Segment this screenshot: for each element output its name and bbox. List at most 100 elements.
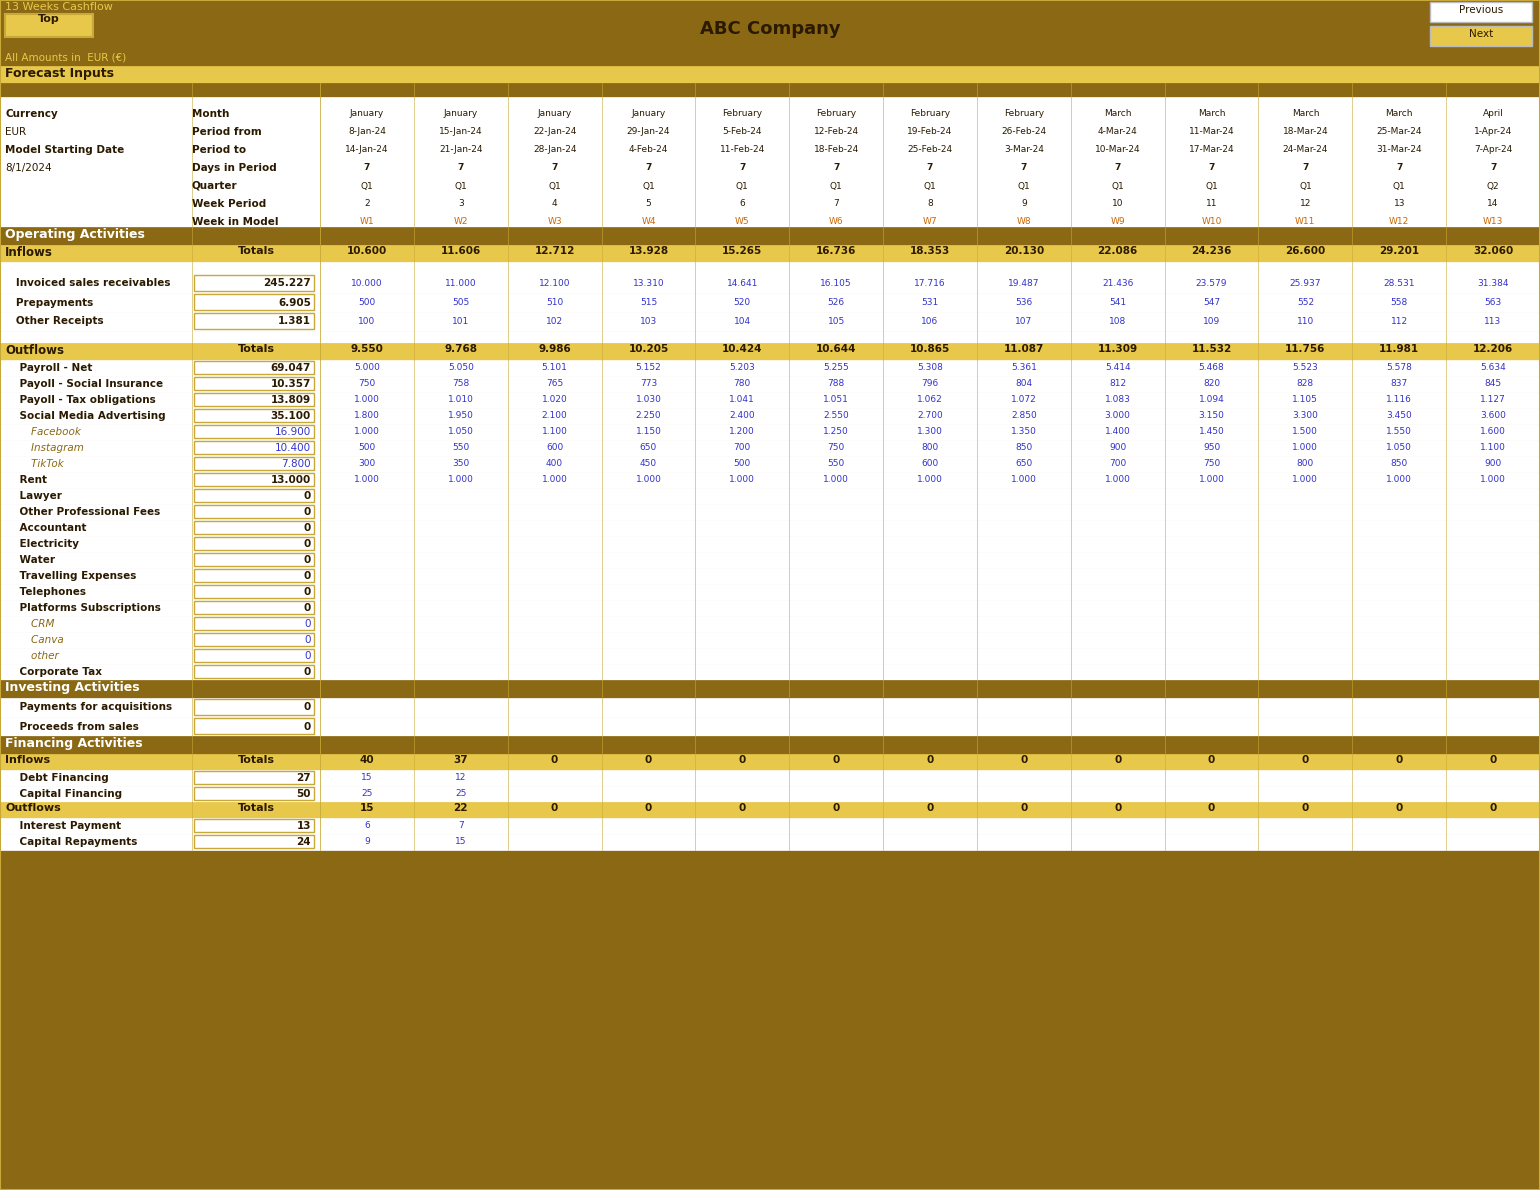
Text: 0: 0 <box>739 754 745 765</box>
Text: 11.000: 11.000 <box>445 278 476 288</box>
Bar <box>194 441 314 455</box>
Text: 5.152: 5.152 <box>636 363 661 372</box>
Text: Q1: Q1 <box>1206 182 1218 190</box>
Text: 9.550: 9.550 <box>351 344 383 353</box>
Text: February: February <box>816 109 856 119</box>
Text: March: March <box>1198 109 1226 119</box>
Bar <box>0 834 1540 850</box>
Text: 1.000: 1.000 <box>916 476 942 484</box>
Bar <box>194 521 314 534</box>
Text: Next: Next <box>1469 29 1494 39</box>
Text: Outflows: Outflows <box>5 344 65 357</box>
Text: 32.060: 32.060 <box>1472 246 1514 256</box>
Text: 510: 510 <box>547 298 564 307</box>
Text: 1.062: 1.062 <box>918 395 942 405</box>
Bar <box>194 665 314 678</box>
Text: 31-Mar-24: 31-Mar-24 <box>1377 145 1421 155</box>
Text: 5.308: 5.308 <box>916 363 942 372</box>
Text: 13 Weeks Cashflow: 13 Weeks Cashflow <box>5 2 112 12</box>
Text: 804: 804 <box>1015 380 1032 388</box>
Text: January: January <box>537 109 571 119</box>
Text: 0: 0 <box>303 522 311 533</box>
Bar <box>0 392 1540 408</box>
Bar <box>194 553 314 566</box>
Text: 541: 541 <box>1109 298 1126 307</box>
Text: 812: 812 <box>1109 380 1126 388</box>
Text: March: March <box>1292 109 1320 119</box>
Text: Q2: Q2 <box>1486 182 1500 190</box>
Text: 1-Apr-24: 1-Apr-24 <box>1474 127 1512 137</box>
Text: 104: 104 <box>733 317 752 326</box>
Text: 5.468: 5.468 <box>1198 363 1224 372</box>
Text: 1.600: 1.600 <box>1480 427 1506 437</box>
Text: 5: 5 <box>645 200 651 208</box>
Text: 9.768: 9.768 <box>444 344 477 353</box>
Bar <box>0 472 1540 488</box>
Text: 4-Feb-24: 4-Feb-24 <box>628 145 668 155</box>
Text: 0: 0 <box>1207 803 1215 813</box>
Text: 21.436: 21.436 <box>1103 278 1133 288</box>
Text: W13: W13 <box>1483 218 1503 226</box>
Text: 24: 24 <box>296 837 311 847</box>
Text: 0: 0 <box>1301 754 1309 765</box>
Text: Debt Financing: Debt Financing <box>5 774 109 783</box>
Text: 5.578: 5.578 <box>1386 363 1412 372</box>
Bar <box>0 505 1540 520</box>
Bar <box>0 552 1540 568</box>
Text: Q1: Q1 <box>830 182 842 190</box>
Text: Payroll - Net: Payroll - Net <box>5 363 92 372</box>
Text: Interest Payment: Interest Payment <box>5 821 122 831</box>
Bar <box>0 52 1540 65</box>
Text: 780: 780 <box>733 380 752 388</box>
Text: 7: 7 <box>739 163 745 173</box>
Text: 10.644: 10.644 <box>816 344 856 353</box>
Text: February: February <box>722 109 762 119</box>
Text: 700: 700 <box>1109 459 1126 469</box>
Text: 106: 106 <box>921 317 938 326</box>
Text: 5.361: 5.361 <box>1010 363 1036 372</box>
Text: 0: 0 <box>739 803 745 813</box>
Bar <box>0 83 1540 98</box>
Bar <box>194 409 314 422</box>
Text: 11-Feb-24: 11-Feb-24 <box>719 145 765 155</box>
Text: 850: 850 <box>1015 444 1032 452</box>
Text: Currency: Currency <box>5 109 59 119</box>
Text: 28-Jan-24: 28-Jan-24 <box>533 145 576 155</box>
Bar <box>194 489 314 502</box>
Text: 1.105: 1.105 <box>1292 395 1318 405</box>
Text: 8: 8 <box>927 200 933 208</box>
Text: 22-Jan-24: 22-Jan-24 <box>533 127 576 137</box>
Text: 100: 100 <box>359 317 376 326</box>
Text: 0: 0 <box>927 803 933 813</box>
Bar <box>0 98 1540 292</box>
Bar <box>0 0 1540 13</box>
Text: 11-Mar-24: 11-Mar-24 <box>1189 127 1235 137</box>
Text: 1.550: 1.550 <box>1386 427 1412 437</box>
Text: 0: 0 <box>551 803 557 813</box>
Text: 0: 0 <box>1207 754 1215 765</box>
Text: Inflows: Inflows <box>5 246 52 259</box>
Text: 17-Mar-24: 17-Mar-24 <box>1189 145 1235 155</box>
Text: Totals: Totals <box>237 754 274 765</box>
Text: Facebook: Facebook <box>5 427 82 437</box>
Text: W2: W2 <box>453 218 468 226</box>
Text: 750: 750 <box>1203 459 1220 469</box>
Text: 6: 6 <box>363 821 370 831</box>
Bar <box>0 802 1540 818</box>
Text: 0: 0 <box>305 619 311 630</box>
Text: 7: 7 <box>1489 163 1497 173</box>
Text: 12.206: 12.206 <box>1472 344 1514 353</box>
Bar <box>0 679 1540 699</box>
Text: Q1: Q1 <box>548 182 561 190</box>
Text: 650: 650 <box>639 444 658 452</box>
Text: 1.051: 1.051 <box>824 395 849 405</box>
Text: Forecast Inputs: Forecast Inputs <box>5 67 114 80</box>
Text: Instagram: Instagram <box>5 443 83 453</box>
Text: Capital Financing: Capital Financing <box>5 789 122 798</box>
Text: 27: 27 <box>296 774 311 783</box>
Text: Q1: Q1 <box>1392 182 1406 190</box>
Text: Totals: Totals <box>237 803 274 813</box>
Text: 500: 500 <box>359 444 376 452</box>
Bar <box>0 735 1540 754</box>
Text: Accountant: Accountant <box>5 522 86 533</box>
